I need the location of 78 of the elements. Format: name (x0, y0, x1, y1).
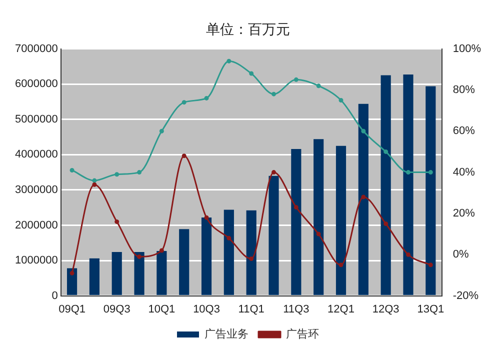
point (249, 71, 254, 76)
point (92, 178, 97, 183)
point (137, 170, 142, 175)
point (384, 149, 388, 154)
point (406, 170, 410, 175)
y2-tick-label: 0% (452, 248, 469, 261)
x-tick-label: 10Q1 (148, 303, 176, 316)
bar (380, 75, 391, 296)
point (182, 154, 186, 158)
x-tick-label: 11Q1 (238, 303, 264, 316)
point (316, 232, 321, 236)
x-tick-label: 09Q3 (103, 303, 130, 316)
y-tick-label: 5000000 (14, 113, 58, 126)
legend-label: 广告环 (286, 327, 319, 340)
x-tick-label: 12Q3 (372, 303, 400, 316)
point (316, 84, 321, 88)
point (428, 262, 433, 268)
y-tick-label: 7000000 (14, 42, 58, 55)
bar (179, 229, 190, 296)
x-tick-label: 13Q1 (417, 303, 444, 316)
bar (224, 210, 234, 296)
bar (336, 146, 346, 296)
point (338, 98, 344, 103)
point (294, 205, 298, 210)
bar (201, 217, 212, 296)
x-tick-label: 10Q3 (193, 303, 220, 316)
point (249, 256, 254, 261)
y2-tick-label: 60% (452, 125, 476, 138)
x-tick-label: 09Q1 (58, 303, 86, 316)
y2-tick-label: 100% (452, 42, 482, 55)
bar (268, 176, 279, 296)
y2-tick-label: 40% (452, 166, 476, 178)
point (114, 172, 120, 177)
point (272, 92, 276, 96)
point (338, 262, 344, 268)
point (226, 236, 232, 240)
x-tick-label: 12Q1 (328, 303, 354, 316)
y-tick-label: 4000000 (14, 148, 58, 161)
bar (112, 252, 122, 296)
bar (358, 104, 368, 296)
bar (246, 210, 256, 296)
point (159, 248, 164, 253)
bar (134, 252, 144, 296)
y2-tick-label: -20% (452, 290, 479, 302)
y2-tick-label: 20% (452, 208, 476, 220)
legend-label: 广告业务 (204, 327, 248, 340)
point (384, 222, 388, 226)
bar (314, 139, 324, 296)
point (92, 182, 97, 187)
point (361, 194, 366, 200)
bar (66, 268, 78, 296)
point (159, 128, 164, 134)
y-tick-label: 0 (52, 290, 58, 302)
point (272, 170, 276, 175)
point (70, 270, 74, 276)
point (406, 252, 410, 257)
point (294, 77, 298, 82)
point (182, 100, 186, 105)
chart-title: 单位：百万元 (206, 22, 290, 38)
point (204, 215, 209, 220)
y2-tick-label: 80% (452, 84, 476, 96)
bar (426, 86, 436, 296)
x-tick-label: 11Q3 (283, 303, 310, 316)
point (70, 168, 74, 172)
y-tick-label: 3000000 (14, 184, 58, 196)
point (204, 96, 209, 100)
bar (156, 250, 167, 296)
y-tick-label: 2000000 (14, 219, 58, 232)
point (226, 58, 232, 64)
point (361, 128, 366, 134)
bar (403, 74, 414, 296)
point (428, 170, 433, 175)
y-tick-label: 6000000 (14, 78, 58, 90)
bar (89, 258, 100, 296)
point (137, 254, 142, 259)
bar (291, 149, 302, 296)
point (114, 219, 120, 224)
y-tick-label: 1000000 (14, 254, 58, 267)
